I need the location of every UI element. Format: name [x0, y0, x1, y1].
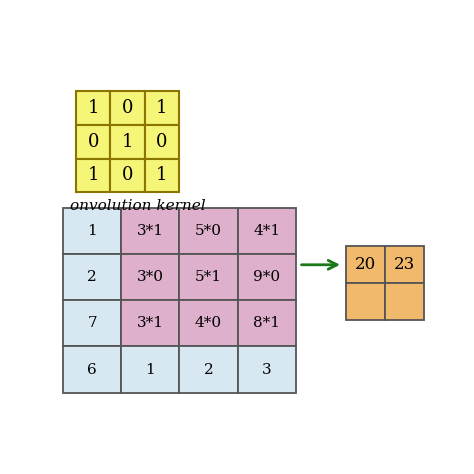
Bar	[76, 158, 110, 192]
Text: 1: 1	[146, 363, 155, 376]
Text: 2: 2	[203, 363, 213, 376]
Bar	[121, 346, 179, 392]
Text: 3*0: 3*0	[137, 270, 164, 284]
Bar	[346, 283, 385, 320]
Bar	[237, 208, 296, 254]
Text: 1: 1	[88, 166, 99, 184]
Text: 1: 1	[156, 166, 167, 184]
Bar	[110, 91, 145, 125]
Bar	[110, 125, 145, 158]
Text: 5*1: 5*1	[195, 270, 222, 284]
Bar	[145, 125, 179, 158]
Text: 3*1: 3*1	[137, 224, 164, 238]
Text: 0: 0	[156, 133, 167, 151]
Bar	[63, 254, 121, 300]
Text: 3*1: 3*1	[137, 316, 164, 330]
Bar	[63, 300, 121, 346]
Text: 8*1: 8*1	[253, 316, 280, 330]
Text: 4*1: 4*1	[253, 224, 280, 238]
Bar	[145, 158, 179, 192]
Bar	[145, 91, 179, 125]
Bar	[63, 208, 121, 254]
Text: 6: 6	[87, 363, 97, 376]
Text: 4*0: 4*0	[195, 316, 222, 330]
Text: 1: 1	[122, 133, 133, 151]
Text: onvolution kernel: onvolution kernel	[70, 199, 206, 212]
Bar	[237, 346, 296, 392]
Text: 5*0: 5*0	[195, 224, 222, 238]
Bar	[179, 254, 237, 300]
Bar	[237, 300, 296, 346]
Bar	[121, 208, 179, 254]
Text: 1: 1	[88, 99, 99, 117]
Text: 0: 0	[88, 133, 99, 151]
Bar	[179, 346, 237, 392]
Text: 1: 1	[87, 224, 97, 238]
Text: 0: 0	[122, 99, 133, 117]
Bar	[237, 254, 296, 300]
Text: 0: 0	[122, 166, 133, 184]
Text: 2: 2	[87, 270, 97, 284]
Bar	[179, 208, 237, 254]
Text: 20: 20	[355, 256, 376, 273]
Bar	[110, 158, 145, 192]
Bar	[121, 254, 179, 300]
Text: 1: 1	[156, 99, 167, 117]
Bar	[346, 246, 385, 283]
Bar	[63, 346, 121, 392]
Text: 9*0: 9*0	[253, 270, 280, 284]
Bar	[121, 300, 179, 346]
Bar	[385, 246, 423, 283]
Text: 7: 7	[87, 316, 97, 330]
Bar	[76, 125, 110, 158]
Text: 23: 23	[393, 256, 415, 273]
Bar	[76, 91, 110, 125]
Text: 3: 3	[262, 363, 272, 376]
Bar	[179, 300, 237, 346]
Bar	[385, 283, 423, 320]
